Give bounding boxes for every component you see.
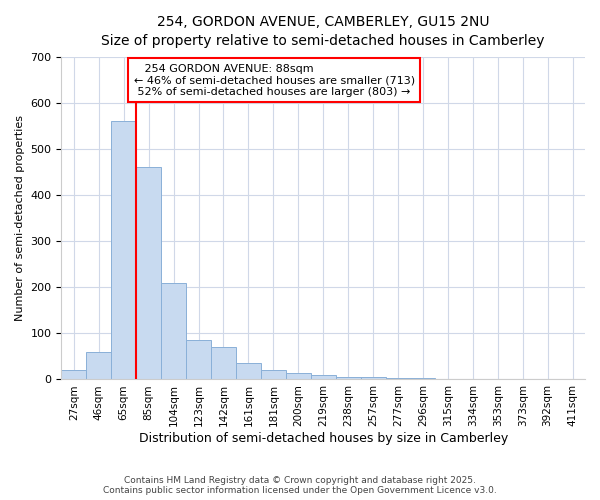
Bar bbox=[410, 378, 436, 380]
Bar bbox=[136, 168, 161, 380]
Bar bbox=[460, 378, 485, 380]
Bar bbox=[335, 377, 361, 380]
Bar bbox=[61, 370, 86, 380]
Bar bbox=[86, 352, 111, 380]
Text: 254 GORDON AVENUE: 88sqm
← 46% of semi-detached houses are smaller (713)
 52% of: 254 GORDON AVENUE: 88sqm ← 46% of semi-d… bbox=[134, 64, 415, 96]
Text: Contains HM Land Registry data © Crown copyright and database right 2025.
Contai: Contains HM Land Registry data © Crown c… bbox=[103, 476, 497, 495]
Bar bbox=[436, 378, 460, 380]
Bar bbox=[286, 372, 311, 380]
Bar bbox=[211, 347, 236, 380]
Title: 254, GORDON AVENUE, CAMBERLEY, GU15 2NU
Size of property relative to semi-detach: 254, GORDON AVENUE, CAMBERLEY, GU15 2NU … bbox=[101, 15, 545, 48]
Bar bbox=[361, 377, 386, 380]
Y-axis label: Number of semi-detached properties: Number of semi-detached properties bbox=[15, 115, 25, 321]
Bar bbox=[161, 282, 186, 380]
Bar bbox=[261, 370, 286, 380]
Bar bbox=[186, 340, 211, 380]
Bar bbox=[111, 121, 136, 380]
Bar bbox=[386, 378, 410, 380]
Bar bbox=[236, 364, 261, 380]
X-axis label: Distribution of semi-detached houses by size in Camberley: Distribution of semi-detached houses by … bbox=[139, 432, 508, 445]
Bar bbox=[311, 375, 335, 380]
